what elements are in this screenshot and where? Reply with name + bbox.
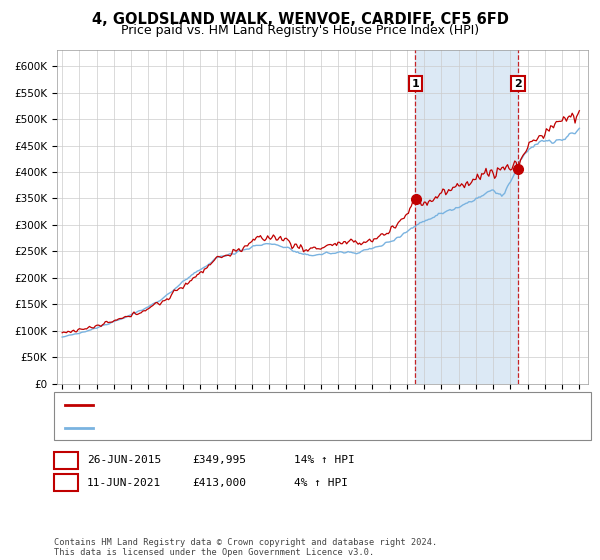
Text: 4% ↑ HPI: 4% ↑ HPI [294, 478, 348, 488]
Text: £349,995: £349,995 [192, 455, 246, 465]
Text: £413,000: £413,000 [192, 478, 246, 488]
Text: 1: 1 [412, 79, 419, 88]
Text: 11-JUN-2021: 11-JUN-2021 [87, 478, 161, 488]
Text: 26-JUN-2015: 26-JUN-2015 [87, 455, 161, 465]
Text: 2: 2 [514, 79, 522, 88]
Text: 14% ↑ HPI: 14% ↑ HPI [294, 455, 355, 465]
Text: Contains HM Land Registry data © Crown copyright and database right 2024.
This d: Contains HM Land Registry data © Crown c… [54, 538, 437, 557]
Text: Price paid vs. HM Land Registry's House Price Index (HPI): Price paid vs. HM Land Registry's House … [121, 24, 479, 36]
Text: HPI: Average price, detached house, Vale of Glamorgan: HPI: Average price, detached house, Vale… [98, 423, 429, 433]
Text: 4, GOLDSLAND WALK, WENVOE, CARDIFF, CF5 6FD: 4, GOLDSLAND WALK, WENVOE, CARDIFF, CF5 … [92, 12, 508, 27]
Text: 4, GOLDSLAND WALK, WENVOE, CARDIFF, CF5 6FD (detached house): 4, GOLDSLAND WALK, WENVOE, CARDIFF, CF5 … [98, 400, 473, 410]
Text: 1: 1 [62, 455, 70, 465]
Text: 2: 2 [62, 478, 70, 488]
Bar [415, 50, 518, 384]
